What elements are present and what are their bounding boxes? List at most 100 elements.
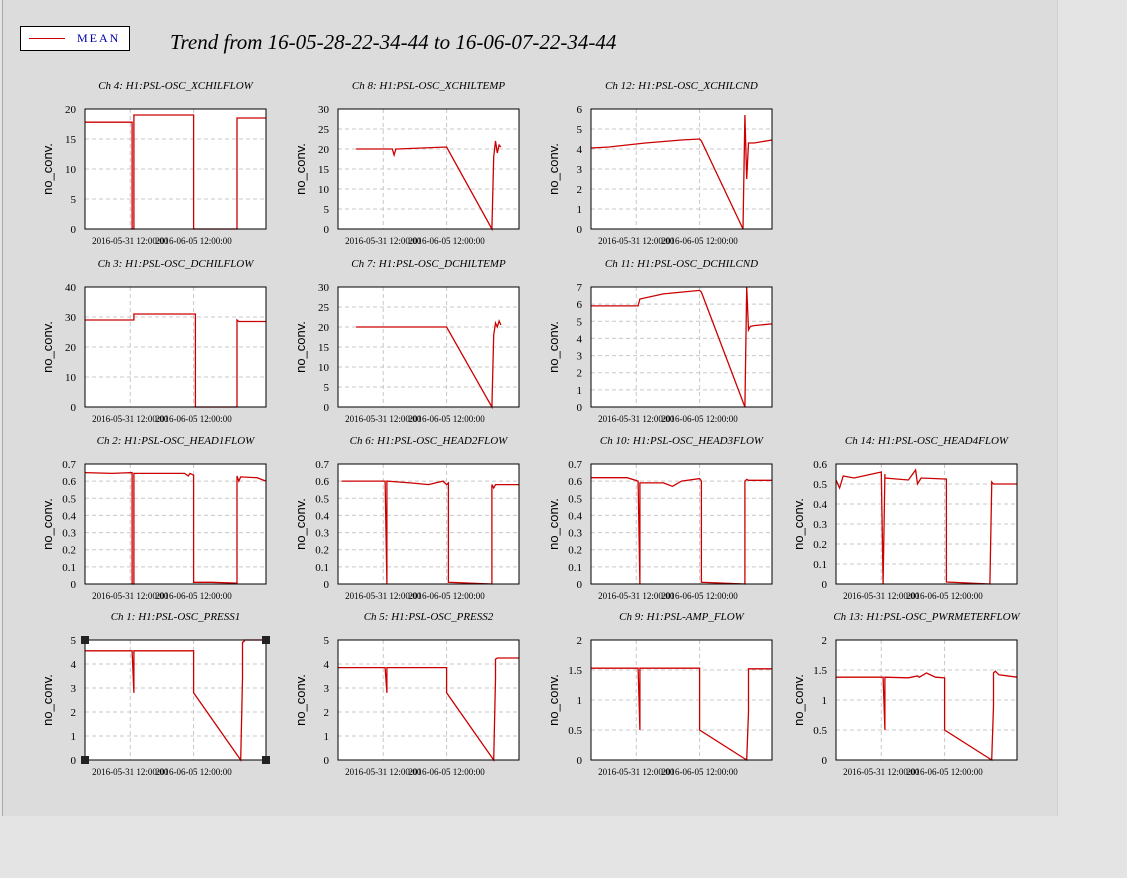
- y-tick-label: 0.3: [813, 519, 827, 531]
- y-tick-label: 2: [822, 635, 828, 647]
- chart-panel[interactable]: Ch 5: H1:PSL-OSC_PRESS2 0 1 2 3 4 5 2016-05-31 …: [293, 611, 520, 777]
- chart-title: Ch 6: H1:PSL-OSC_HEAD2FLOW: [350, 435, 508, 447]
- chart-title: Ch 13: H1:PSL-OSC_PWRMETERFLOW: [833, 611, 1020, 623]
- series-line: [85, 639, 266, 762]
- chart-panel[interactable]: Ch 10: H1:PSL-OSC_HEAD3FLOW 0 0.1 0.2 0.3 0.4…: [546, 435, 773, 601]
- x-tick-label: 2016-05-31 12:00:00: [92, 236, 169, 246]
- y-axis-label: no_conv.: [791, 498, 806, 550]
- y-tick-label: 0.6: [568, 476, 582, 488]
- series-line: [338, 657, 519, 762]
- y-axis-label: no_conv.: [293, 143, 308, 195]
- x-tick-label: 2016-05-31 12:00:00: [843, 767, 920, 777]
- y-axis-label: no_conv.: [546, 674, 561, 726]
- y-tick-label: 0.7: [315, 459, 329, 471]
- y-tick-label: 7: [577, 282, 583, 294]
- page-title: Trend from 16-05-28-22-34-44 to 16-06-07…: [170, 30, 617, 54]
- legend[interactable]: MEAN: [20, 26, 130, 51]
- y-tick-label: 0: [324, 579, 330, 591]
- y-tick-label: 0: [822, 755, 828, 767]
- y-tick-label: 6: [577, 104, 583, 116]
- y-tick-label: 0.6: [813, 459, 827, 471]
- y-tick-label: 0: [577, 755, 583, 767]
- y-tick-label: 15: [65, 134, 77, 146]
- series-line: [84, 471, 267, 585]
- plot-frame: [337, 639, 520, 761]
- chart-panel[interactable]: Ch 3: H1:PSL-OSC_DCHILFLOW 0 10 20 30 40 2016-…: [40, 258, 267, 424]
- y-tick-label: 4: [577, 333, 583, 345]
- selection-handle[interactable]: [81, 636, 89, 644]
- x-tick-label: 2016-06-05 12:00:00: [155, 236, 232, 246]
- y-tick-label: 5: [324, 382, 330, 394]
- x-tick-label: 2016-05-31 12:00:00: [345, 591, 422, 601]
- y-tick-label: 0.7: [62, 459, 76, 471]
- y-tick-label: 0.4: [813, 499, 827, 511]
- chart-title: Ch 14: H1:PSL-OSC_HEAD4FLOW: [845, 435, 1009, 447]
- y-tick-label: 0: [71, 579, 77, 591]
- y-tick-label: 0.5: [813, 725, 827, 737]
- selection-handle[interactable]: [262, 756, 270, 764]
- plot-frame: [590, 463, 773, 585]
- y-tick-label: 0: [577, 224, 583, 236]
- y-tick-label: 1: [577, 385, 583, 397]
- y-tick-label: 0.6: [62, 476, 76, 488]
- y-axis-label: no_conv.: [293, 674, 308, 726]
- chart-panel[interactable]: Ch 1: H1:PSL-OSC_PRESS1 0 1 2 3 4 5 2016-05-31 …: [40, 611, 270, 777]
- y-tick-label: 0: [71, 224, 77, 236]
- y-tick-label: 0: [577, 402, 583, 414]
- chart-panel[interactable]: Ch 4: H1:PSL-OSC_XCHILFLOW 0 5 10 15 20 2016-0…: [40, 80, 267, 246]
- chart-panel[interactable]: Ch 12: H1:PSL-OSC_XCHILCND 0 1 2 3 4 5 6 2016-05…: [546, 80, 773, 246]
- y-tick-label: 0.4: [568, 510, 582, 522]
- y-tick-label: 5: [324, 204, 330, 216]
- chart-panel[interactable]: Ch 7: H1:PSL-OSC_DCHILTEMP 0 5 10 15 20 25 30 20…: [293, 258, 520, 424]
- chart-panel[interactable]: Ch 6: H1:PSL-OSC_HEAD2FLOW 0 0.1 0.2 0.3 0.4 0…: [293, 435, 520, 601]
- plot-frame: [84, 463, 267, 585]
- series-line: [591, 667, 772, 762]
- x-tick-label: 2016-06-05 12:00:00: [661, 236, 738, 246]
- series-line: [356, 140, 502, 232]
- chart-title: Ch 11: H1:PSL-OSC_DCHILCND: [605, 258, 758, 270]
- y-axis-label: no_conv.: [40, 143, 55, 195]
- selection-handle[interactable]: [262, 636, 270, 644]
- series-line: [341, 480, 519, 585]
- x-tick-label: 2016-05-31 12:00:00: [92, 767, 169, 777]
- x-tick-label: 2016-05-31 12:00:00: [345, 767, 422, 777]
- x-tick-label: 2016-05-31 12:00:00: [598, 236, 675, 246]
- x-tick-label: 2016-06-05 12:00:00: [408, 236, 485, 246]
- y-tick-label: 0.1: [813, 559, 827, 571]
- plot-frame: [84, 639, 267, 761]
- y-tick-label: 0.4: [62, 510, 76, 522]
- y-tick-label: 3: [324, 683, 330, 695]
- y-tick-label: 30: [318, 104, 330, 116]
- plot-area: [591, 464, 772, 584]
- chart-panel[interactable]: Ch 14: H1:PSL-OSC_HEAD4FLOW 0 0.1 0.2 0.3 0.4…: [791, 435, 1018, 601]
- chart-panel[interactable]: Ch 11: H1:PSL-OSC_DCHILCND 0 1 2 3 4 5 6 7 2016-0…: [546, 258, 773, 424]
- chart-title: Ch 9: H1:PSL-AMP_FLOW: [619, 611, 744, 623]
- y-tick-label: 0.1: [315, 562, 329, 574]
- plot-frame: [84, 286, 267, 408]
- y-axis-label: no_conv.: [546, 143, 561, 195]
- y-tick-label: 10: [318, 362, 330, 374]
- plot-frame: [590, 286, 773, 408]
- y-axis-label: no_conv.: [791, 674, 806, 726]
- x-tick-label: 2016-05-31 12:00:00: [345, 236, 422, 246]
- y-axis-label: no_conv.: [293, 498, 308, 550]
- y-tick-label: 0.2: [568, 545, 582, 557]
- chart-panel[interactable]: Ch 9: H1:PSL-AMP_FLOW 0 0.5 1 1.5 2 2016-05-31…: [546, 611, 773, 777]
- selection-handle[interactable]: [81, 756, 89, 764]
- y-tick-label: 0.4: [315, 510, 329, 522]
- y-tick-label: 0.5: [813, 479, 827, 491]
- chart-panel[interactable]: Ch 2: H1:PSL-OSC_HEAD1FLOW 0 0.1 0.2 0.3 0.4 0…: [40, 435, 267, 601]
- y-tick-label: 10: [318, 184, 330, 196]
- series-line: [356, 319, 502, 410]
- chart-panel[interactable]: Ch 8: H1:PSL-OSC_XCHILTEMP 0 5 10 15 20 25 30 20…: [293, 80, 520, 246]
- y-tick-label: 0: [324, 224, 330, 236]
- y-tick-label: 0: [577, 579, 583, 591]
- y-tick-label: 3: [577, 164, 583, 176]
- y-tick-label: 30: [318, 282, 330, 294]
- y-tick-label: 3: [577, 351, 583, 363]
- x-tick-label: 2016-06-05 12:00:00: [661, 414, 738, 424]
- y-tick-label: 25: [318, 302, 330, 314]
- x-tick-label: 2016-05-31 12:00:00: [598, 591, 675, 601]
- chart-panel[interactable]: Ch 13: H1:PSL-OSC_PWRMETERFLOW 0 0.5 1 1.5 2 2…: [791, 611, 1021, 777]
